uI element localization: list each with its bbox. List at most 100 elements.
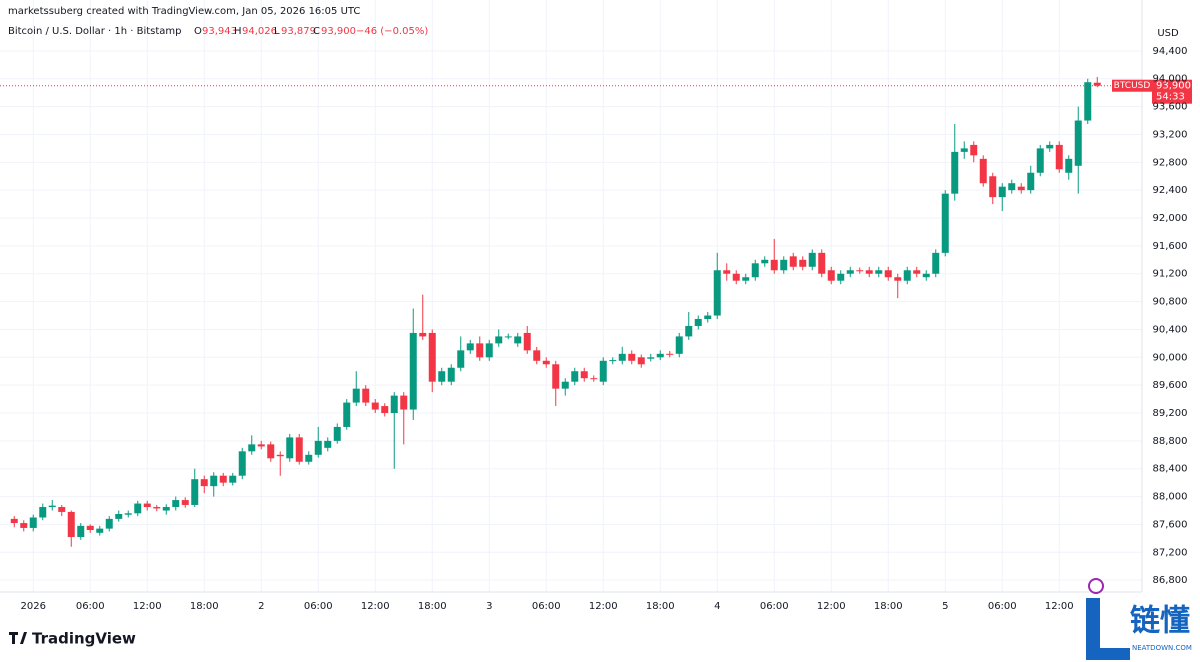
x-tick-label: 4 — [714, 601, 720, 612]
candle-body — [571, 371, 579, 382]
candle-body — [314, 440, 322, 455]
watermark: 链懂 NEATDOWN.COM — [1086, 578, 1192, 660]
candle-body — [599, 360, 607, 382]
x-tick-label: 2026 — [21, 601, 46, 612]
candle-body — [286, 437, 294, 459]
candle-body — [20, 523, 28, 528]
candle-body — [447, 367, 455, 382]
candle-body — [466, 343, 474, 351]
candle-body — [894, 277, 902, 281]
candle-body — [666, 353, 674, 355]
candle-body — [115, 514, 123, 519]
candle-body — [675, 336, 683, 354]
candle-body — [134, 503, 142, 514]
candle-body — [457, 350, 465, 368]
candle-body — [438, 371, 446, 382]
candle-body — [913, 270, 921, 274]
candle-body — [352, 388, 360, 403]
candle-body — [419, 332, 427, 337]
candle-body — [495, 336, 503, 344]
x-tick-label: 2 — [258, 601, 264, 612]
candle-body — [1046, 144, 1054, 149]
countdown: 54:33 — [1156, 92, 1185, 103]
candle-body — [409, 332, 417, 410]
ticker-badge — [1112, 79, 1152, 92]
candle-body — [637, 357, 645, 365]
x-tick-label: 12:00 — [589, 601, 618, 612]
candles — [0, 76, 1142, 547]
y-tick-label: 89,200 — [1153, 408, 1188, 419]
y-tick-label: 91,200 — [1153, 269, 1188, 280]
candle-body — [86, 525, 94, 531]
candle-body — [210, 475, 218, 487]
candle-body — [523, 332, 531, 351]
candle-body — [837, 273, 845, 281]
watermark-site: NEATDOWN.COM — [1132, 644, 1192, 652]
tradingview-logo: TradingView — [9, 630, 136, 648]
x-tick-label: 06:00 — [760, 601, 789, 612]
candle-body — [590, 378, 598, 380]
candle-body — [381, 406, 389, 414]
candle-body — [200, 479, 208, 487]
candle-body — [865, 270, 873, 274]
candle-body — [1074, 120, 1082, 166]
candle-body — [343, 402, 351, 427]
candle-body — [1055, 144, 1063, 170]
candle-body — [514, 336, 522, 344]
candle-body — [789, 256, 797, 267]
candle-body — [67, 511, 75, 537]
candle-body — [922, 273, 930, 278]
x-tick-label: 12:00 — [361, 601, 390, 612]
c-value: 93,900 — [321, 26, 356, 37]
candle-body — [400, 395, 408, 410]
candle-body — [542, 360, 550, 365]
y-tick-label: 88,800 — [1153, 436, 1188, 447]
candle-body — [561, 381, 569, 389]
candle-body — [371, 402, 379, 410]
candle-body — [941, 193, 949, 253]
y-tick-label: 92,000 — [1153, 213, 1188, 224]
candle-body — [39, 507, 47, 518]
candle-body — [951, 151, 959, 194]
candle-body — [656, 353, 664, 358]
c-key: C — [313, 26, 320, 37]
y-tick-label: 92,400 — [1153, 185, 1188, 196]
candle-body — [856, 270, 864, 272]
candle-body — [219, 475, 227, 483]
candle-body — [989, 176, 997, 198]
candle-body — [827, 270, 835, 281]
candle-body — [742, 277, 750, 281]
candle-body — [932, 252, 940, 274]
y-tick-label: 90,800 — [1153, 297, 1188, 308]
candle-body — [552, 364, 560, 389]
x-tick-label: 5 — [942, 601, 948, 612]
candle-body — [628, 353, 636, 361]
x-tick-label: 06:00 — [76, 601, 105, 612]
last-price: 93,900 — [1156, 81, 1191, 92]
candle-body — [172, 500, 180, 508]
candle-body — [476, 343, 484, 358]
candle-body — [324, 440, 332, 448]
candle-body — [732, 273, 740, 281]
y-tick-label: 89,600 — [1153, 380, 1188, 391]
x-tick-label: 12:00 — [1045, 601, 1074, 612]
candle-body — [580, 371, 588, 379]
candle-body — [124, 513, 132, 515]
candle-body — [257, 444, 265, 447]
candle-body — [533, 350, 541, 361]
currency: USD — [1157, 28, 1179, 39]
candle-body — [818, 252, 826, 274]
candle-body — [998, 186, 1006, 198]
y-tick-label: 88,400 — [1153, 464, 1188, 475]
l-key: L — [274, 26, 280, 37]
candle-body — [694, 319, 702, 326]
price-badge: BTCUSD 93,900 54:33 — [1112, 79, 1192, 104]
y-tick-label: 90,000 — [1153, 352, 1188, 363]
grid — [0, 0, 1142, 592]
x-tick-label: 3 — [486, 601, 492, 612]
candle-body — [485, 343, 493, 358]
ticker: BTCUSD — [1114, 81, 1151, 91]
x-tick-label: 18:00 — [874, 601, 903, 612]
candle-body — [799, 259, 807, 267]
candle-body — [979, 158, 987, 184]
